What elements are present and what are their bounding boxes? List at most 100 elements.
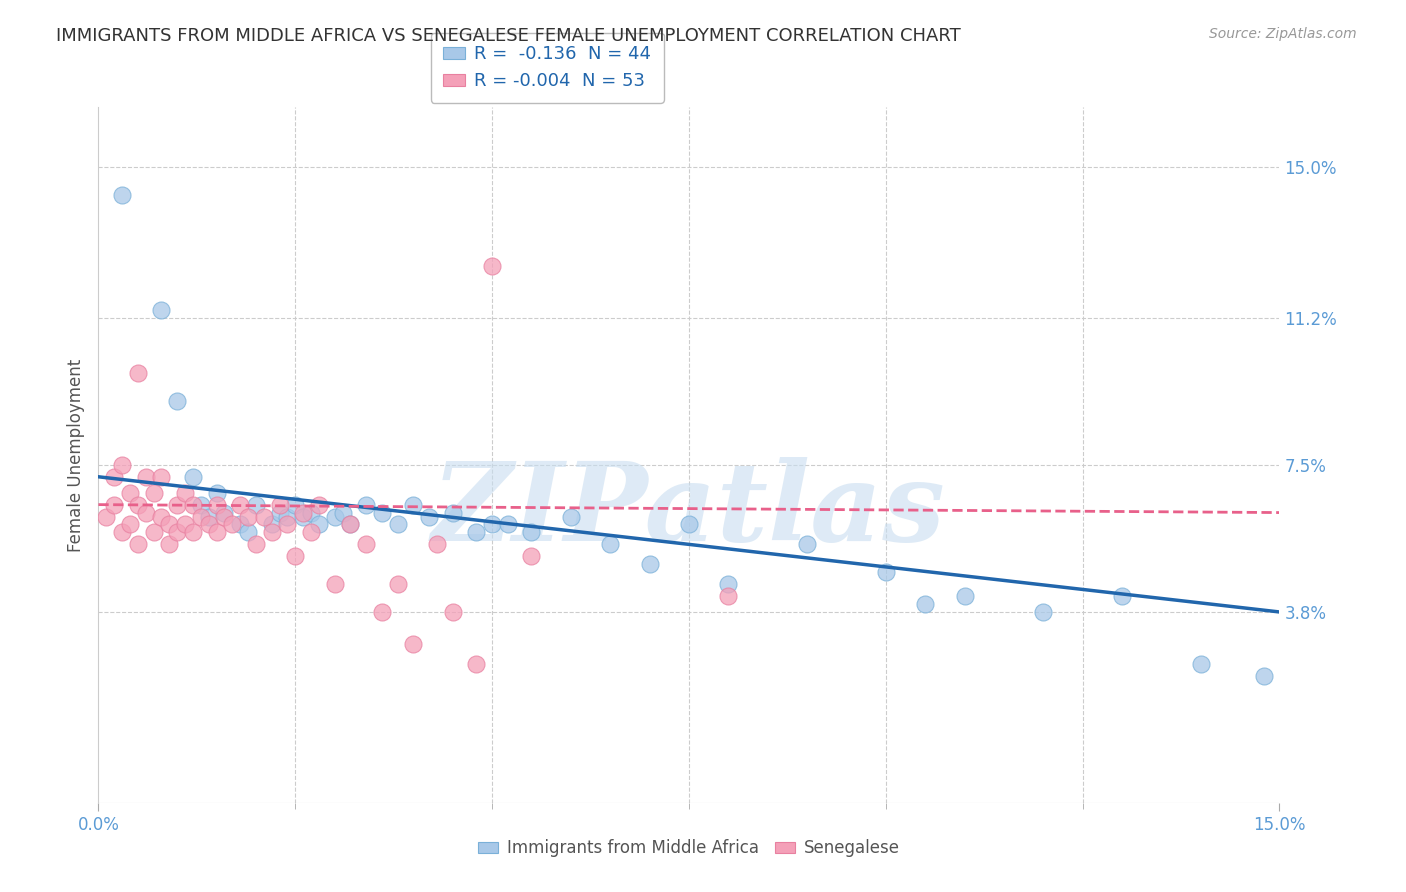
Point (205, 498, 228, 512)
Point (150, 470, 173, 484)
Point (221, 517, 243, 532)
Point (245, 537, 267, 551)
Point (441, 605, 464, 619)
Point (181, 498, 204, 512)
Point (332, 506, 354, 520)
Text: Source: ZipAtlas.com: Source: ZipAtlas.com (1209, 27, 1357, 41)
Point (717, 589, 740, 603)
Point (678, 517, 700, 532)
Point (371, 506, 394, 520)
Point (236, 509, 259, 524)
Point (441, 506, 464, 520)
Point (103, 470, 125, 484)
Point (323, 577, 346, 591)
Point (269, 506, 291, 520)
Point (166, 498, 188, 512)
Point (166, 394, 188, 409)
Point (520, 525, 543, 540)
Point (245, 498, 267, 512)
Point (465, 525, 488, 540)
Point (118, 517, 141, 532)
Point (426, 537, 449, 551)
Point (1253, 668, 1275, 682)
Point (284, 549, 307, 564)
Point (174, 517, 197, 532)
Point (229, 498, 252, 512)
Point (276, 517, 298, 532)
Point (599, 537, 621, 551)
Point (481, 517, 503, 532)
Point (796, 537, 818, 551)
Point (157, 517, 180, 532)
Point (308, 498, 330, 512)
Point (197, 509, 219, 524)
Text: ZIPatlas: ZIPatlas (432, 457, 946, 565)
Point (127, 537, 149, 551)
Point (260, 517, 283, 532)
Point (339, 517, 361, 532)
Point (111, 458, 134, 472)
Point (402, 498, 425, 512)
Point (292, 509, 315, 524)
Point (387, 517, 409, 532)
Point (875, 565, 897, 579)
Point (197, 517, 219, 532)
Point (135, 470, 157, 484)
Point (229, 517, 252, 532)
Point (284, 498, 307, 512)
Point (354, 537, 377, 551)
Point (269, 498, 291, 512)
Y-axis label: Female Unemployment: Female Unemployment (66, 359, 84, 551)
Point (260, 525, 283, 540)
Point (205, 525, 228, 540)
Point (1032, 605, 1054, 619)
Point (214, 509, 236, 524)
Point (496, 517, 519, 532)
Point (276, 509, 298, 524)
Point (103, 498, 125, 512)
Point (418, 509, 440, 524)
Point (111, 525, 134, 540)
Point (166, 525, 188, 540)
Point (292, 506, 315, 520)
Point (127, 498, 149, 512)
Point (914, 597, 936, 611)
Text: IMMIGRANTS FROM MIDDLE AFRICA VS SENEGALESE FEMALE UNEMPLOYMENT CORRELATION CHAR: IMMIGRANTS FROM MIDDLE AFRICA VS SENEGAL… (56, 27, 960, 45)
Point (717, 577, 740, 591)
Point (205, 485, 228, 500)
Point (402, 637, 425, 651)
Point (371, 605, 394, 619)
Point (481, 259, 503, 273)
Point (96, 509, 118, 524)
Point (181, 525, 204, 540)
Point (387, 577, 409, 591)
Point (190, 509, 212, 524)
Point (299, 506, 322, 520)
Point (638, 558, 661, 572)
Point (1189, 657, 1212, 671)
Point (118, 485, 141, 500)
Point (111, 187, 134, 202)
Point (236, 525, 259, 540)
Legend: Immigrants from Middle Africa, Senegalese: Immigrants from Middle Africa, Senegales… (471, 833, 907, 864)
Point (953, 589, 976, 603)
Point (157, 537, 180, 551)
Point (214, 506, 236, 520)
Point (354, 498, 377, 512)
Point (253, 509, 276, 524)
Point (174, 485, 197, 500)
Point (181, 470, 204, 484)
Point (135, 506, 157, 520)
Point (520, 549, 543, 564)
Point (339, 517, 361, 532)
Point (142, 525, 165, 540)
Point (560, 509, 582, 524)
Point (150, 509, 173, 524)
Point (323, 509, 346, 524)
Point (308, 517, 330, 532)
Point (465, 657, 488, 671)
Point (190, 498, 212, 512)
Point (127, 367, 149, 381)
Point (299, 525, 322, 540)
Point (150, 302, 173, 317)
